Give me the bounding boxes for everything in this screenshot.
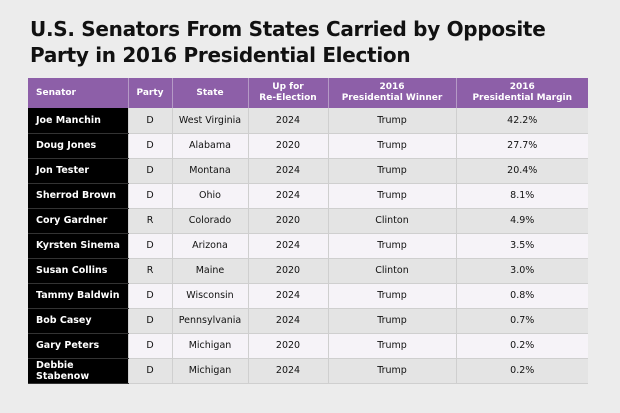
senator-cell: Joe Manchin bbox=[28, 108, 129, 134]
state-cell: Pennsylvania bbox=[172, 308, 249, 334]
reelection-year-cell: 2024 bbox=[248, 283, 329, 309]
table-row: Joe Manchin D West Virginia 2024 Trump 42.2% bbox=[28, 108, 588, 134]
page-title: U.S. Senators From States Carried by Opp… bbox=[30, 17, 546, 67]
winner-cell: Trump bbox=[328, 308, 457, 334]
party-cell: D bbox=[128, 358, 173, 384]
senator-cell: Debbie Stabenow bbox=[28, 358, 129, 384]
reelection-year-cell: 2024 bbox=[248, 308, 329, 334]
party-cell: D bbox=[128, 133, 173, 159]
header-winner-line1: 2016 bbox=[379, 82, 405, 92]
margin-cell: 27.7% bbox=[456, 133, 588, 159]
margin-cell: 3.0% bbox=[456, 258, 588, 284]
margin-cell: 3.5% bbox=[456, 233, 588, 259]
senator-cell: Doug Jones bbox=[28, 133, 129, 159]
senator-cell: Bob Casey bbox=[28, 308, 129, 334]
party-cell: D bbox=[128, 283, 173, 309]
reelection-year-cell: 2024 bbox=[248, 158, 329, 184]
winner-cell: Trump bbox=[328, 283, 457, 309]
margin-cell: 20.4% bbox=[456, 158, 588, 184]
winner-cell: Trump bbox=[328, 233, 457, 259]
winner-cell: Trump bbox=[328, 108, 457, 134]
header-margin-line2: Presidential Margin bbox=[472, 93, 573, 103]
header-margin: 2016 Presidential Margin bbox=[456, 78, 588, 108]
state-cell: West Virginia bbox=[172, 108, 249, 134]
header-reelection: Up for Re-Election bbox=[248, 78, 329, 108]
table-row: Susan Collins R Maine 2020 Clinton 3.0% bbox=[28, 258, 588, 284]
state-cell: Maine bbox=[172, 258, 249, 284]
header-reelection-line1: Up for bbox=[272, 82, 304, 92]
margin-cell: 0.7% bbox=[456, 308, 588, 334]
party-cell: D bbox=[128, 158, 173, 184]
state-cell: Wisconsin bbox=[172, 283, 249, 309]
party-cell: D bbox=[128, 333, 173, 359]
table-row: Doug Jones D Alabama 2020 Trump 27.7% bbox=[28, 133, 588, 159]
party-cell: R bbox=[128, 208, 173, 234]
senator-cell: Susan Collins bbox=[28, 258, 129, 284]
party-cell: R bbox=[128, 258, 173, 284]
senator-cell: Cory Gardner bbox=[28, 208, 129, 234]
winner-cell: Trump bbox=[328, 183, 457, 209]
header-margin-line1: 2016 bbox=[509, 82, 535, 92]
margin-cell: 4.9% bbox=[456, 208, 588, 234]
senator-cell: Kyrsten Sinema bbox=[28, 233, 129, 259]
table-header-row: Senator Party State Up for Re-Election 2… bbox=[28, 78, 588, 108]
header-reelection-line2: Re-Election bbox=[259, 93, 317, 103]
header-winner-line2: Presidential Winner bbox=[341, 93, 443, 103]
state-cell: Arizona bbox=[172, 233, 249, 259]
state-cell: Alabama bbox=[172, 133, 249, 159]
reelection-year-cell: 2024 bbox=[248, 108, 329, 134]
table-row: Kyrsten Sinema D Arizona 2024 Trump 3.5% bbox=[28, 233, 588, 259]
header-senator: Senator bbox=[28, 78, 129, 108]
reelection-year-cell: 2020 bbox=[248, 133, 329, 159]
reelection-year-cell: 2024 bbox=[248, 183, 329, 209]
senator-cell: Sherrod Brown bbox=[28, 183, 129, 209]
margin-cell: 0.8% bbox=[456, 283, 588, 309]
reelection-year-cell: 2024 bbox=[248, 233, 329, 259]
senator-cell: Tammy Baldwin bbox=[28, 283, 129, 309]
winner-cell: Trump bbox=[328, 133, 457, 159]
senator-cell: Jon Tester bbox=[28, 158, 129, 184]
margin-cell: 42.2% bbox=[456, 108, 588, 134]
table-row: Sherrod Brown D Ohio 2024 Trump 8.1% bbox=[28, 183, 588, 209]
margin-cell: 8.1% bbox=[456, 183, 588, 209]
header-party: Party bbox=[128, 78, 173, 108]
party-cell: D bbox=[128, 308, 173, 334]
winner-cell: Trump bbox=[328, 158, 457, 184]
header-state: State bbox=[172, 78, 249, 108]
table-row: Cory Gardner R Colorado 2020 Clinton 4.9% bbox=[28, 208, 588, 234]
table-row: Debbie Stabenow D Michigan 2024 Trump 0.2% bbox=[28, 358, 588, 384]
margin-cell: 0.2% bbox=[456, 333, 588, 359]
header-winner: 2016 Presidential Winner bbox=[328, 78, 457, 108]
table-row: Jon Tester D Montana 2024 Trump 20.4% bbox=[28, 158, 588, 184]
table-row: Tammy Baldwin D Wisconsin 2024 Trump 0.8% bbox=[28, 283, 588, 309]
state-cell: Montana bbox=[172, 158, 249, 184]
party-cell: D bbox=[128, 183, 173, 209]
reelection-year-cell: 2024 bbox=[248, 358, 329, 384]
winner-cell: Clinton bbox=[328, 258, 457, 284]
reelection-year-cell: 2020 bbox=[248, 258, 329, 284]
margin-cell: 0.2% bbox=[456, 358, 588, 384]
state-cell: Michigan bbox=[172, 358, 249, 384]
table-body: Joe Manchin D West Virginia 2024 Trump 42.2% D… bbox=[28, 108, 588, 384]
party-cell: D bbox=[128, 233, 173, 259]
table-row: Gary Peters D Michigan 2020 Trump 0.2% bbox=[28, 333, 588, 359]
state-cell: Michigan bbox=[172, 333, 249, 359]
party-cell: D bbox=[128, 108, 173, 134]
winner-cell: Clinton bbox=[328, 208, 457, 234]
senator-cell: Gary Peters bbox=[28, 333, 129, 359]
state-cell: Colorado bbox=[172, 208, 249, 234]
senators-table: Senator Party State Up for Re-Election 2… bbox=[28, 78, 588, 384]
table-row: Bob Casey D Pennsylvania 2024 Trump 0.7% bbox=[28, 308, 588, 334]
state-cell: Ohio bbox=[172, 183, 249, 209]
reelection-year-cell: 2020 bbox=[248, 333, 329, 359]
winner-cell: Trump bbox=[328, 333, 457, 359]
reelection-year-cell: 2020 bbox=[248, 208, 329, 234]
winner-cell: Trump bbox=[328, 358, 457, 384]
